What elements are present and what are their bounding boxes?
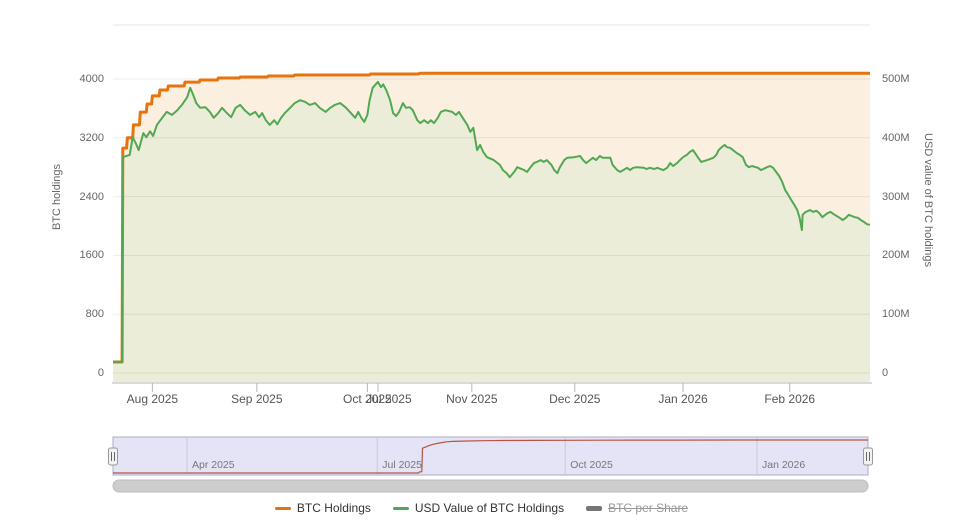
legend-item-btc-holdings[interactable]: BTC Holdings xyxy=(274,501,371,515)
x-axis-tick-label: Jan 2026 xyxy=(658,392,708,406)
right-axis-tick-label: 500M xyxy=(882,73,910,85)
navigator-tick-label: Jan 2026 xyxy=(762,459,806,471)
navigator-handle-left[interactable] xyxy=(108,447,118,466)
btc-per-share-swatch-icon xyxy=(586,505,603,511)
legend: BTC Holdings USD Value of BTC Holdings B… xyxy=(0,501,963,515)
right-axis-tick-label: 100M xyxy=(882,308,910,321)
left-axis-tick-label: 1600 xyxy=(79,249,104,262)
left-axis-tick-label: 800 xyxy=(85,308,104,321)
left-axis-title: BTC holdings xyxy=(51,163,63,231)
left-axis-tick-label: 0 xyxy=(97,367,104,379)
usd-value-area xyxy=(113,81,870,383)
usd-value-line[interactable] xyxy=(113,80,871,363)
x-axis-tick-label: Feb 2026 xyxy=(764,392,816,406)
right-axis-tick-label: 400M xyxy=(882,131,910,144)
navigator-series-line xyxy=(113,439,868,474)
legend-item-usd-value[interactable]: USD Value of BTC Holdings xyxy=(392,501,565,515)
left-axis-tick-label: 3200 xyxy=(79,131,104,144)
right-axis-tick-label: 200M xyxy=(882,249,910,262)
x-axis-tick-label: Sep 2025 xyxy=(231,392,283,406)
scrollbar-thumb[interactable] xyxy=(112,479,869,493)
navigator-tick-label: Oct 2025 xyxy=(570,459,613,471)
left-axis-tick-label: 4000 xyxy=(79,73,104,85)
left-axis-tick-label: 2400 xyxy=(79,190,104,203)
navigator-tick-label: Apr 2025 xyxy=(191,459,235,471)
x-axis-ghost-tick-label: Jul 2025 xyxy=(366,392,412,406)
navigator-tick-label: Jul 2025 xyxy=(382,459,422,471)
legend-label: USD Value of BTC Holdings xyxy=(414,501,565,515)
right-axis-tick-label: 300M xyxy=(882,190,910,203)
x-axis-tick-label: Dec 2025 xyxy=(549,392,601,406)
x-axis-tick-label: Nov 2025 xyxy=(446,392,498,406)
legend-label: BTC Holdings xyxy=(296,501,371,515)
legend-label: BTC per Share xyxy=(608,501,689,515)
right-axis-tick-label: 0 xyxy=(882,367,889,379)
x-axis-tick-label: Oct 2025 xyxy=(342,392,392,406)
usd-value-swatch-icon xyxy=(392,506,409,510)
navigator-handle-right[interactable] xyxy=(863,447,873,466)
btc-holdings-line[interactable] xyxy=(113,71,870,364)
right-axis-title: USD value of BTC holdings xyxy=(922,133,934,267)
btc-holdings-swatch-icon xyxy=(274,506,291,510)
x-axis-tick-label: Aug 2025 xyxy=(126,392,179,406)
legend-item-btc-per-share[interactable]: BTC per Share xyxy=(586,501,688,515)
